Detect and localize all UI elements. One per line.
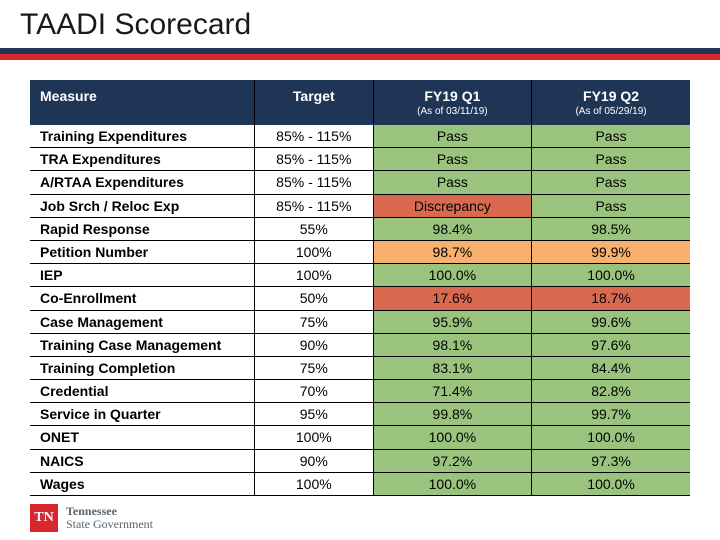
cell-q2: Pass [532, 148, 690, 171]
cell-target: 75% [254, 310, 373, 333]
col-target: Target [254, 80, 373, 125]
cell-q1: 71.4% [373, 380, 531, 403]
cell-q1: 99.8% [373, 403, 531, 426]
cell-q1: Discrepancy [373, 194, 531, 217]
cell-target: 100% [254, 240, 373, 263]
cell-measure: ONET [30, 426, 254, 449]
cell-measure: Credential [30, 380, 254, 403]
table-row: Credential70%71.4%82.8% [30, 380, 690, 403]
cell-measure: TRA Expenditures [30, 148, 254, 171]
cell-q1: 100.0% [373, 472, 531, 495]
cell-target: 100% [254, 472, 373, 495]
cell-measure: Rapid Response [30, 217, 254, 240]
col-measure: Measure [30, 80, 254, 125]
cell-q1: 100.0% [373, 264, 531, 287]
cell-q2: 97.3% [532, 449, 690, 472]
cell-q1: 98.7% [373, 240, 531, 263]
cell-q1: Pass [373, 171, 531, 194]
col-q1-label: FY19 Q1 [424, 88, 480, 104]
table-row: Service in Quarter95%99.8%99.7% [30, 403, 690, 426]
cell-measure: Case Management [30, 310, 254, 333]
cell-q1: 83.1% [373, 356, 531, 379]
cell-measure: IEP [30, 264, 254, 287]
cell-q1: Pass [373, 125, 531, 148]
table-row: NAICS90%97.2%97.3% [30, 449, 690, 472]
footer: TN Tennessee State Government [0, 500, 720, 532]
cell-q1: 98.1% [373, 333, 531, 356]
tn-logo-icon: TN [30, 504, 58, 532]
col-q2-sub: (As of 05/29/19) [542, 106, 680, 117]
col-q1: FY19 Q1 (As of 03/11/19) [373, 80, 531, 125]
table-header-row: Measure Target FY19 Q1 (As of 03/11/19) … [30, 80, 690, 125]
cell-q2: 18.7% [532, 287, 690, 310]
cell-measure: Training Case Management [30, 333, 254, 356]
cell-measure: Co-Enrollment [30, 287, 254, 310]
table-row: ONET100%100.0%100.0% [30, 426, 690, 449]
cell-target: 50% [254, 287, 373, 310]
cell-q2: 84.4% [532, 356, 690, 379]
cell-q2: Pass [532, 171, 690, 194]
page-title: TAADI Scorecard [20, 8, 700, 42]
cell-measure: A/RTAA Expenditures [30, 171, 254, 194]
col-q1-sub: (As of 03/11/19) [384, 106, 521, 117]
cell-measure: Wages [30, 472, 254, 495]
scorecard-table: Measure Target FY19 Q1 (As of 03/11/19) … [30, 80, 690, 496]
footer-line2: State Government [66, 518, 153, 531]
table-body: Training Expenditures85% - 115%PassPassT… [30, 125, 690, 496]
cell-q1: 95.9% [373, 310, 531, 333]
cell-q2: 99.9% [532, 240, 690, 263]
cell-q2: Pass [532, 125, 690, 148]
table-row: Training Case Management90%98.1%97.6% [30, 333, 690, 356]
cell-target: 90% [254, 333, 373, 356]
cell-target: 100% [254, 264, 373, 287]
cell-q2: 98.5% [532, 217, 690, 240]
cell-measure: Training Expenditures [30, 125, 254, 148]
table-row: Job Srch / Reloc Exp85% - 115%Discrepanc… [30, 194, 690, 217]
cell-measure: Petition Number [30, 240, 254, 263]
cell-q2: 100.0% [532, 264, 690, 287]
title-bar: TAADI Scorecard [0, 0, 720, 48]
table-row: Case Management75%95.9%99.6% [30, 310, 690, 333]
cell-q2: 100.0% [532, 426, 690, 449]
cell-target: 85% - 115% [254, 194, 373, 217]
cell-target: 100% [254, 426, 373, 449]
col-q2: FY19 Q2 (As of 05/29/19) [532, 80, 690, 125]
col-q2-label: FY19 Q2 [583, 88, 639, 104]
table-row: Training Expenditures85% - 115%PassPass [30, 125, 690, 148]
table-row: Rapid Response55%98.4%98.5% [30, 217, 690, 240]
cell-target: 55% [254, 217, 373, 240]
cell-measure: Job Srch / Reloc Exp [30, 194, 254, 217]
cell-q1: 17.6% [373, 287, 531, 310]
cell-target: 85% - 115% [254, 171, 373, 194]
table-container: Measure Target FY19 Q1 (As of 03/11/19) … [0, 60, 720, 500]
cell-q2: Pass [532, 194, 690, 217]
cell-target: 85% - 115% [254, 148, 373, 171]
cell-measure: Training Completion [30, 356, 254, 379]
table-row: IEP100%100.0%100.0% [30, 264, 690, 287]
cell-target: 75% [254, 356, 373, 379]
table-row: Training Completion75%83.1%84.4% [30, 356, 690, 379]
cell-q2: 97.6% [532, 333, 690, 356]
cell-measure: Service in Quarter [30, 403, 254, 426]
cell-q2: 100.0% [532, 472, 690, 495]
cell-q1: 97.2% [373, 449, 531, 472]
cell-q2: 82.8% [532, 380, 690, 403]
cell-target: 70% [254, 380, 373, 403]
table-row: A/RTAA Expenditures85% - 115%PassPass [30, 171, 690, 194]
table-row: Wages100%100.0%100.0% [30, 472, 690, 495]
cell-q2: 99.6% [532, 310, 690, 333]
cell-target: 85% - 115% [254, 125, 373, 148]
cell-q2: 99.7% [532, 403, 690, 426]
cell-target: 90% [254, 449, 373, 472]
table-row: Co-Enrollment50%17.6%18.7% [30, 287, 690, 310]
cell-q1: 100.0% [373, 426, 531, 449]
table-row: Petition Number100%98.7%99.9% [30, 240, 690, 263]
cell-measure: NAICS [30, 449, 254, 472]
footer-text: Tennessee State Government [66, 505, 153, 531]
cell-q1: 98.4% [373, 217, 531, 240]
cell-q1: Pass [373, 148, 531, 171]
cell-target: 95% [254, 403, 373, 426]
table-row: TRA Expenditures85% - 115%PassPass [30, 148, 690, 171]
